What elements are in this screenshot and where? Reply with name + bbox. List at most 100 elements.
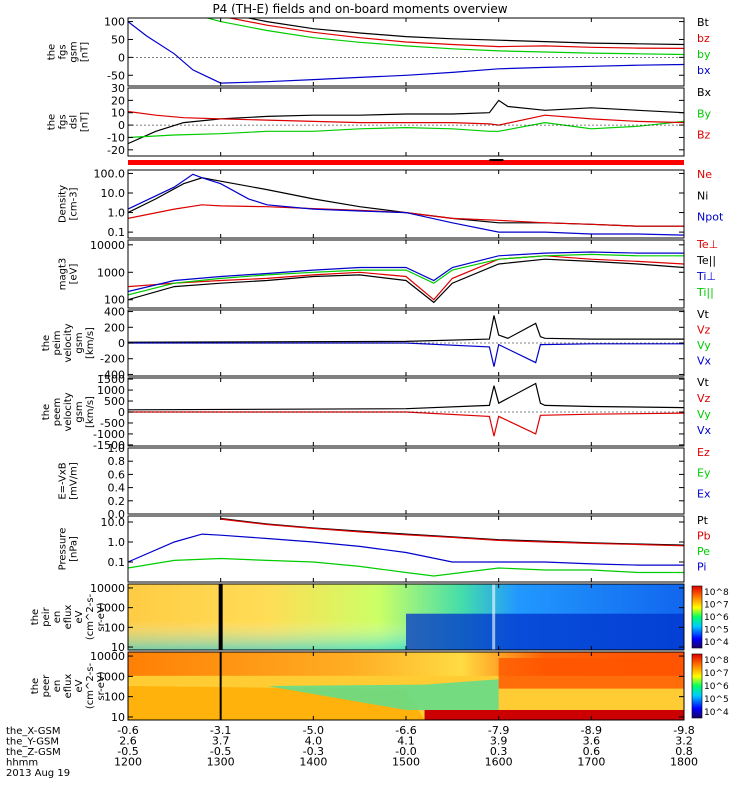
legend-entry-Npot: Npot <box>697 211 724 224</box>
series-line-Ti⊥ <box>128 251 684 293</box>
series-group <box>128 517 684 577</box>
ephemeris-value: -0.0 <box>395 745 416 758</box>
y-tick-label: 0 <box>118 119 125 132</box>
y-tick-label: -1000 <box>93 428 125 441</box>
y-axis-label: E=-VxB[mV/m] <box>58 462 80 500</box>
y-axis-label: thepeerenefluxeV(cm^2-s-sr-eV) <box>30 662 107 709</box>
heatmap-burst-line <box>492 584 496 650</box>
y-tick-label: 100 <box>104 691 125 704</box>
heatmap-data-gap <box>219 652 222 720</box>
legend-entry-Ez: Ez <box>697 446 710 459</box>
y-tick-label: 1.0 <box>108 207 126 220</box>
colorbar-tick-label: 10^6 <box>704 682 729 692</box>
y-axis-label-line: sr-eV) <box>96 671 107 700</box>
ephemeris-date: 2013 Aug 19 <box>6 768 70 779</box>
ephemeris-value: 1700 <box>577 756 605 769</box>
legend-entry-Te||: Te|| <box>696 254 716 267</box>
y-axis-label-line: (cm^2-s- <box>85 593 96 640</box>
y-axis-label-line: peem <box>52 398 63 426</box>
y-tick-label: 10.0 <box>101 187 126 200</box>
series-line-Vx <box>128 342 684 367</box>
y-tick-label: 100 <box>104 294 125 307</box>
y-tick-label: -200 <box>100 353 125 366</box>
colorbar-tick-label: 10^8 <box>704 588 729 598</box>
series-line-Ne <box>128 204 684 227</box>
y-axis-label: thepeemvelocitygsm[km/s] <box>41 392 96 431</box>
y-axis-label-line: [km/s] <box>85 396 96 428</box>
y-tick-label: 10000 <box>90 582 125 595</box>
legend-entry-By: By <box>697 107 712 120</box>
y-tick-label: 0 <box>118 337 125 350</box>
ephemeris-value: 0.6 <box>583 745 601 758</box>
y-tick-label: -1500 <box>93 439 125 452</box>
y-tick-label: 30 <box>111 82 125 95</box>
y-axis-label: Pressure[nPa] <box>58 528 80 571</box>
y-tick-label: 10 <box>111 107 125 120</box>
chart-title: P4 (TH-E) fields and on-board moments ov… <box>212 2 507 16</box>
colorbar-tick-label: 10^7 <box>704 669 729 679</box>
y-tick-label: 500 <box>104 395 125 408</box>
series-line-Bz <box>128 110 684 126</box>
y-tick-label: 0 <box>118 406 125 419</box>
ephemeris-value: -0.3 <box>303 745 324 758</box>
y-axis-label: thefgsgsm[nT] <box>47 41 91 62</box>
y-axis-label-line: the <box>47 44 58 60</box>
ephemeris-value: -0.6 <box>117 724 138 737</box>
ephemeris-value: 3.7 <box>212 735 230 748</box>
panel-frame <box>127 239 685 309</box>
panel-temperature: 10000 1000 100 magt3[eV] Te⊥ Te|| Ti⊥ Ti|| <box>58 238 718 309</box>
series-line-Pi <box>128 533 684 566</box>
y-tick-label: 0 <box>118 51 125 64</box>
y-axis-label: Density[cm-3] <box>58 185 80 223</box>
y-tick-label: 10000 <box>90 650 125 663</box>
ephemeris-value: 3.2 <box>675 735 693 748</box>
heatmap-peir_en_eflux <box>128 584 684 650</box>
ephemeris-value: 0.8 <box>675 745 693 758</box>
legend-entry-Vy: Vy <box>697 408 711 421</box>
legend-entry-Ex: Ex <box>697 487 711 500</box>
legend-entry-Vy: Vy <box>697 339 711 352</box>
colorbar-tick-label: 10^5 <box>704 695 729 705</box>
y-axis-label-line: the <box>30 678 41 694</box>
ephemeris-value: -0.5 <box>210 745 231 758</box>
legend-entry-Vt: Vt <box>697 308 710 321</box>
series-group <box>128 173 684 236</box>
colorbar <box>691 585 703 649</box>
ephemeris-value: 3.9 <box>490 735 508 748</box>
y-tick-label: 1000 <box>97 670 125 683</box>
series-line-Vt <box>128 382 684 411</box>
series-line-Pt <box>220 517 684 546</box>
y-axis-label-line: the <box>30 609 41 625</box>
series-line-Bx <box>128 99 684 145</box>
ephemeris-value: -3.1 <box>210 724 231 737</box>
ephemeris-value: 0.3 <box>490 745 508 758</box>
y-axis-label-line: magt3 <box>58 258 69 291</box>
series-line-Pe <box>128 557 684 577</box>
ephemeris-label: the_Y-GSM <box>6 737 59 748</box>
y-tick-label: 100 <box>104 16 125 29</box>
y-axis-label-line: the <box>41 404 52 420</box>
y-tick-label: 0.1 <box>108 556 126 569</box>
legend-entry-Vx: Vx <box>697 355 712 368</box>
ephemeris-label: the_X-GSM <box>6 726 60 737</box>
y-axis-label-line: eV <box>74 679 85 692</box>
y-tick-label: 1.0 <box>108 536 126 549</box>
y-axis-label-line: Density <box>58 185 69 223</box>
ephemeris-value: -0.5 <box>117 745 138 758</box>
series-group <box>128 99 684 145</box>
series-line-Ti|| <box>128 253 684 296</box>
ephemeris-value: 3.6 <box>583 735 601 748</box>
y-tick-label: 1500 <box>97 373 125 386</box>
ephemeris-value: -9.8 <box>673 724 694 737</box>
ephemeris-value: 1800 <box>670 756 698 769</box>
ephemeris-value: 1500 <box>392 756 420 769</box>
quality-flag-bar <box>128 160 684 165</box>
y-tick-label: 20 <box>111 94 125 107</box>
legend-entry-Te⊥: Te⊥ <box>696 238 718 251</box>
series-line-Te|| <box>128 258 684 304</box>
series-group <box>128 382 684 437</box>
legend-entry-Bx: Bx <box>697 86 712 99</box>
legend-entry-Bz: Bz <box>697 129 711 142</box>
series-group <box>128 315 684 367</box>
legend-entry-Ti||: Ti|| <box>696 286 714 299</box>
